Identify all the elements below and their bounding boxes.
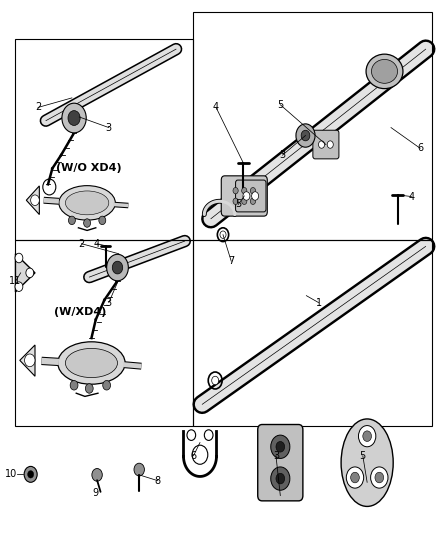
Circle shape bbox=[271, 467, 290, 490]
Circle shape bbox=[68, 216, 75, 224]
Circle shape bbox=[92, 469, 102, 481]
Circle shape bbox=[106, 254, 128, 281]
Text: 3: 3 bbox=[106, 297, 112, 308]
Text: 5: 5 bbox=[235, 199, 241, 209]
Circle shape bbox=[112, 261, 123, 274]
Text: 10: 10 bbox=[4, 470, 17, 479]
FancyBboxPatch shape bbox=[258, 424, 303, 501]
Circle shape bbox=[251, 198, 255, 205]
Text: 7: 7 bbox=[228, 256, 234, 266]
Circle shape bbox=[134, 463, 145, 476]
Ellipse shape bbox=[341, 419, 393, 506]
Text: 5: 5 bbox=[277, 100, 283, 110]
Text: 9: 9 bbox=[93, 488, 99, 498]
Text: 3: 3 bbox=[273, 451, 279, 461]
Circle shape bbox=[252, 192, 258, 200]
Circle shape bbox=[351, 472, 359, 483]
Circle shape bbox=[233, 198, 238, 205]
Circle shape bbox=[243, 192, 250, 200]
Circle shape bbox=[25, 354, 35, 367]
Circle shape bbox=[103, 381, 110, 390]
Ellipse shape bbox=[65, 349, 117, 377]
Text: 3: 3 bbox=[106, 123, 112, 133]
Text: 11: 11 bbox=[9, 276, 21, 286]
Text: (W/O XD4): (W/O XD4) bbox=[57, 164, 122, 173]
Polygon shape bbox=[15, 254, 35, 292]
Ellipse shape bbox=[65, 191, 109, 215]
Circle shape bbox=[242, 198, 247, 205]
Circle shape bbox=[68, 111, 80, 125]
FancyBboxPatch shape bbox=[236, 180, 266, 212]
Text: 3: 3 bbox=[279, 150, 286, 160]
Circle shape bbox=[62, 103, 86, 133]
Text: 6: 6 bbox=[191, 451, 197, 461]
Circle shape bbox=[327, 141, 333, 148]
Circle shape bbox=[220, 231, 226, 238]
Text: 8: 8 bbox=[155, 476, 161, 486]
Circle shape bbox=[15, 282, 23, 292]
Text: 5: 5 bbox=[360, 451, 366, 461]
Circle shape bbox=[85, 384, 93, 393]
Text: 6: 6 bbox=[417, 143, 423, 154]
Ellipse shape bbox=[371, 60, 398, 83]
Circle shape bbox=[318, 141, 325, 148]
Ellipse shape bbox=[58, 342, 125, 384]
Circle shape bbox=[371, 467, 388, 488]
Circle shape bbox=[28, 471, 34, 478]
Circle shape bbox=[26, 268, 34, 278]
Circle shape bbox=[358, 425, 376, 447]
Circle shape bbox=[276, 473, 285, 484]
Circle shape bbox=[276, 441, 285, 452]
Text: 2: 2 bbox=[78, 239, 85, 249]
Polygon shape bbox=[26, 186, 39, 215]
Text: (W/XD4): (W/XD4) bbox=[54, 306, 107, 317]
Polygon shape bbox=[20, 345, 35, 376]
Circle shape bbox=[301, 130, 310, 141]
Circle shape bbox=[271, 435, 290, 458]
Circle shape bbox=[15, 253, 23, 263]
Text: 1: 1 bbox=[315, 297, 321, 308]
FancyBboxPatch shape bbox=[221, 176, 267, 216]
Circle shape bbox=[251, 188, 255, 194]
Circle shape bbox=[99, 216, 106, 224]
FancyBboxPatch shape bbox=[313, 130, 339, 159]
Text: 4: 4 bbox=[213, 102, 219, 112]
Ellipse shape bbox=[366, 54, 403, 88]
Circle shape bbox=[363, 431, 371, 441]
Text: 2: 2 bbox=[35, 102, 41, 112]
Circle shape bbox=[375, 472, 384, 483]
Circle shape bbox=[233, 188, 238, 194]
Text: 4: 4 bbox=[94, 239, 100, 249]
Circle shape bbox=[31, 195, 39, 206]
Circle shape bbox=[24, 466, 37, 482]
Ellipse shape bbox=[59, 185, 115, 220]
Circle shape bbox=[346, 467, 364, 488]
Text: 4: 4 bbox=[408, 191, 414, 201]
Circle shape bbox=[70, 381, 78, 390]
Circle shape bbox=[212, 376, 219, 385]
Circle shape bbox=[296, 124, 315, 147]
Circle shape bbox=[84, 219, 91, 227]
Circle shape bbox=[242, 188, 247, 194]
